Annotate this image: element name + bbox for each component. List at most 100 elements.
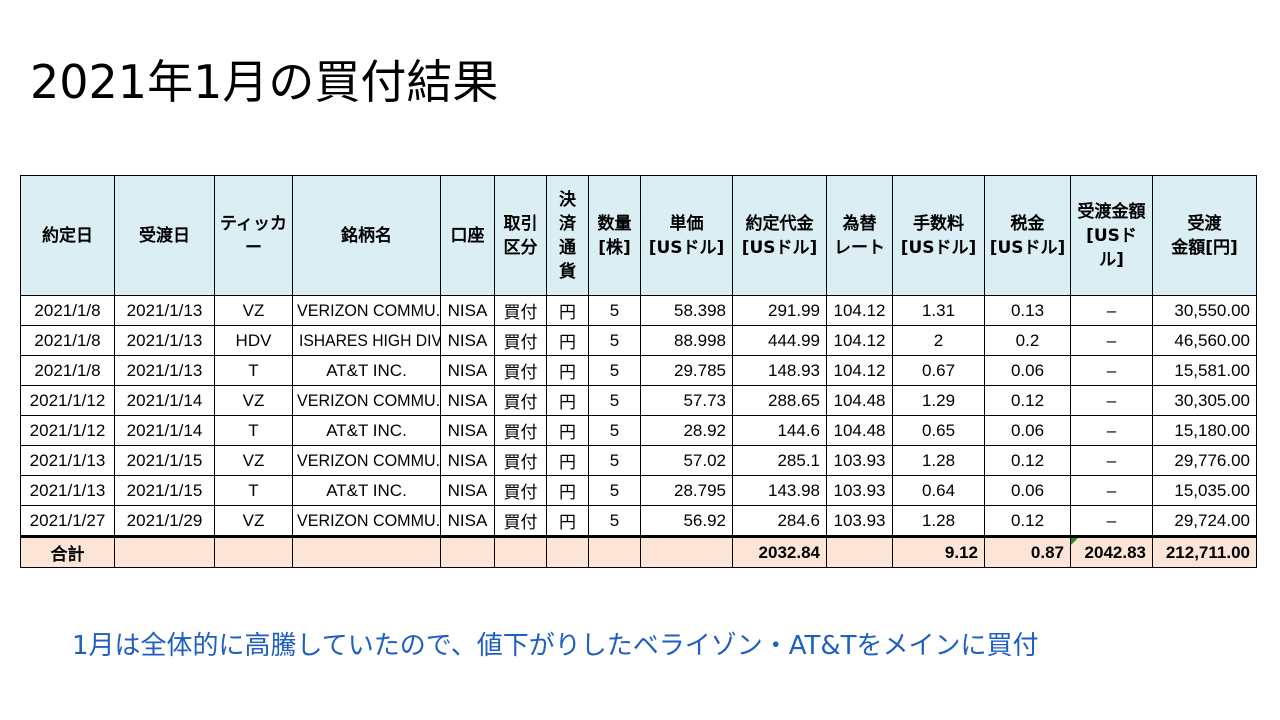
cell-settle-date: 2021/1/14: [114, 415, 215, 446]
cell-unit-price: 57.02: [640, 445, 733, 476]
header-quantity: 数量 [株]: [588, 175, 641, 296]
header-settle-date-line: 受渡日: [139, 225, 190, 246]
cell-unit-price: 57.73: [640, 385, 733, 416]
cell-ticker: VZ: [214, 505, 293, 537]
cell-settle-date: 2021/1/15: [114, 475, 215, 506]
cell-account: NISA: [440, 415, 495, 446]
cell-trade-type: 買付: [494, 385, 547, 416]
header-settle-jpy: 受渡金額[円]: [1152, 175, 1257, 296]
cell-settle-date: 2021/1/13: [114, 355, 215, 386]
header-settle-jpy-line: 受渡: [1187, 213, 1222, 234]
cell-fx-rate: 103.93: [826, 475, 893, 506]
cell-quantity: 5: [588, 385, 641, 416]
header-trade-type-line: 区分: [503, 237, 538, 258]
cell-fx-rate: 104.48: [826, 385, 893, 416]
cell-settle-date: 2021/1/13: [114, 325, 215, 356]
cell-settle-date: 2021/1/13: [114, 295, 215, 326]
cell-settle-usd: –: [1070, 295, 1153, 326]
cell-trade-type: 買付: [494, 505, 547, 537]
cell-settle-jpy: 46,560.00: [1152, 325, 1257, 356]
header-account: 口座: [440, 175, 495, 296]
cell-settle-jpy: 15,581.00: [1152, 355, 1257, 386]
header-fee-line: [USドル]: [900, 237, 977, 258]
cell-security-name: AT&T INC.: [292, 475, 441, 506]
total-fx-rate: [826, 535, 893, 568]
cell-settle-usd: –: [1070, 475, 1153, 506]
header-trade-date: 約定日: [20, 175, 115, 296]
page-title: 2021年1月の買付結果: [30, 55, 499, 109]
total-trade-type: [494, 535, 547, 568]
cell-currency: 円: [546, 355, 589, 386]
cell-unit-price: 28.92: [640, 415, 733, 446]
cell-settle-jpy: 15,035.00: [1152, 475, 1257, 506]
cell-settle-date: 2021/1/29: [114, 505, 215, 537]
cell-trade-date: 2021/1/27: [20, 505, 115, 537]
total-trade-amount: 2032.84: [732, 535, 827, 568]
header-trade-amount-line: [USドル]: [741, 237, 818, 258]
cell-security-name: VERIZON COMMU.: [292, 385, 441, 416]
cell-fx-rate: 104.12: [826, 325, 893, 356]
cell-settle-date: 2021/1/14: [114, 385, 215, 416]
cell-quantity: 5: [588, 445, 641, 476]
cell-quantity: 5: [588, 355, 641, 386]
total-currency: [546, 535, 589, 568]
cell-tax: 0.06: [984, 415, 1071, 446]
cell-quantity: 5: [588, 475, 641, 506]
cell-settle-jpy: 30,305.00: [1152, 385, 1257, 416]
cell-quantity: 5: [588, 325, 641, 356]
cell-security-name: VERIZON COMMU.: [292, 505, 441, 537]
header-trade-date-line: 約定日: [42, 225, 93, 246]
cell-trade-amount: 143.98: [732, 475, 827, 506]
cell-fee: 1.31: [892, 295, 985, 326]
header-tax-line: 税金: [1010, 213, 1045, 234]
total-security-name: [292, 535, 441, 568]
total-ticker: [214, 535, 293, 568]
table-row: 2021/1/13 2021/1/15 VZ VERIZON COMMU. NISA 買付…: [20, 445, 1257, 476]
header-settle-jpy-line: 金額[円]: [1171, 237, 1238, 258]
cell-trade-date: 2021/1/13: [20, 475, 115, 506]
cell-tax: 0.12: [984, 445, 1071, 476]
total-quantity: [588, 535, 641, 568]
cell-tax: 0.12: [984, 385, 1071, 416]
header-fee-line: 手数料: [913, 213, 964, 234]
cell-trade-date: 2021/1/12: [20, 415, 115, 446]
cell-ticker: HDV: [214, 325, 293, 356]
cell-unit-price: 29.785: [640, 355, 733, 386]
cell-quantity: 5: [588, 295, 641, 326]
header-settle-usd-line: 受渡金額: [1077, 201, 1146, 222]
header-quantity-line: [株]: [598, 237, 631, 258]
cell-security-name: AT&T INC.: [292, 355, 441, 386]
cell-fx-rate: 103.93: [826, 505, 893, 537]
cell-currency: 円: [546, 295, 589, 326]
cell-ticker: T: [214, 355, 293, 386]
header-trade-type: 取引 区分: [494, 175, 547, 296]
cell-security-name: AT&T INC.: [292, 415, 441, 446]
cell-settle-jpy: 30,550.00: [1152, 295, 1257, 326]
table-row: 2021/1/12 2021/1/14 VZ VERIZON COMMU. NISA 買付…: [20, 385, 1257, 416]
cell-fx-rate: 104.48: [826, 415, 893, 446]
cell-trade-amount: 148.93: [732, 355, 827, 386]
header-settle-usd-line: ル]: [1099, 249, 1124, 270]
cell-trade-date: 2021/1/8: [20, 295, 115, 326]
header-unit-price-line: 単価: [669, 213, 704, 234]
cell-account: NISA: [440, 385, 495, 416]
header-fx-rate-line: レート: [834, 237, 885, 258]
table-row: 2021/1/8 2021/1/13 VZ VERIZON COMMU. NISA 買付円…: [20, 295, 1257, 326]
header-fx-rate: 為替 レート: [826, 175, 893, 296]
header-security-name-line: 銘柄名: [341, 225, 392, 246]
header-tax-line: [USドル]: [989, 237, 1066, 258]
cell-settle-jpy: 29,724.00: [1152, 505, 1257, 537]
header-fee: 手数料 [USドル]: [892, 175, 985, 296]
cell-ticker: T: [214, 415, 293, 446]
cell-fee: 1.28: [892, 445, 985, 476]
header-account-line: 口座: [450, 225, 485, 246]
cell-security-name: ISHARES HIGH DIV: [292, 325, 441, 356]
cell-ticker: VZ: [214, 295, 293, 326]
cell-trade-type: 買付: [494, 475, 547, 506]
header-quantity-line: 数量: [597, 213, 632, 234]
cell-currency: 円: [546, 325, 589, 356]
cell-currency: 円: [546, 415, 589, 446]
cell-currency: 円: [546, 475, 589, 506]
cell-settle-usd: –: [1070, 415, 1153, 446]
total-unit-price: [640, 535, 733, 568]
